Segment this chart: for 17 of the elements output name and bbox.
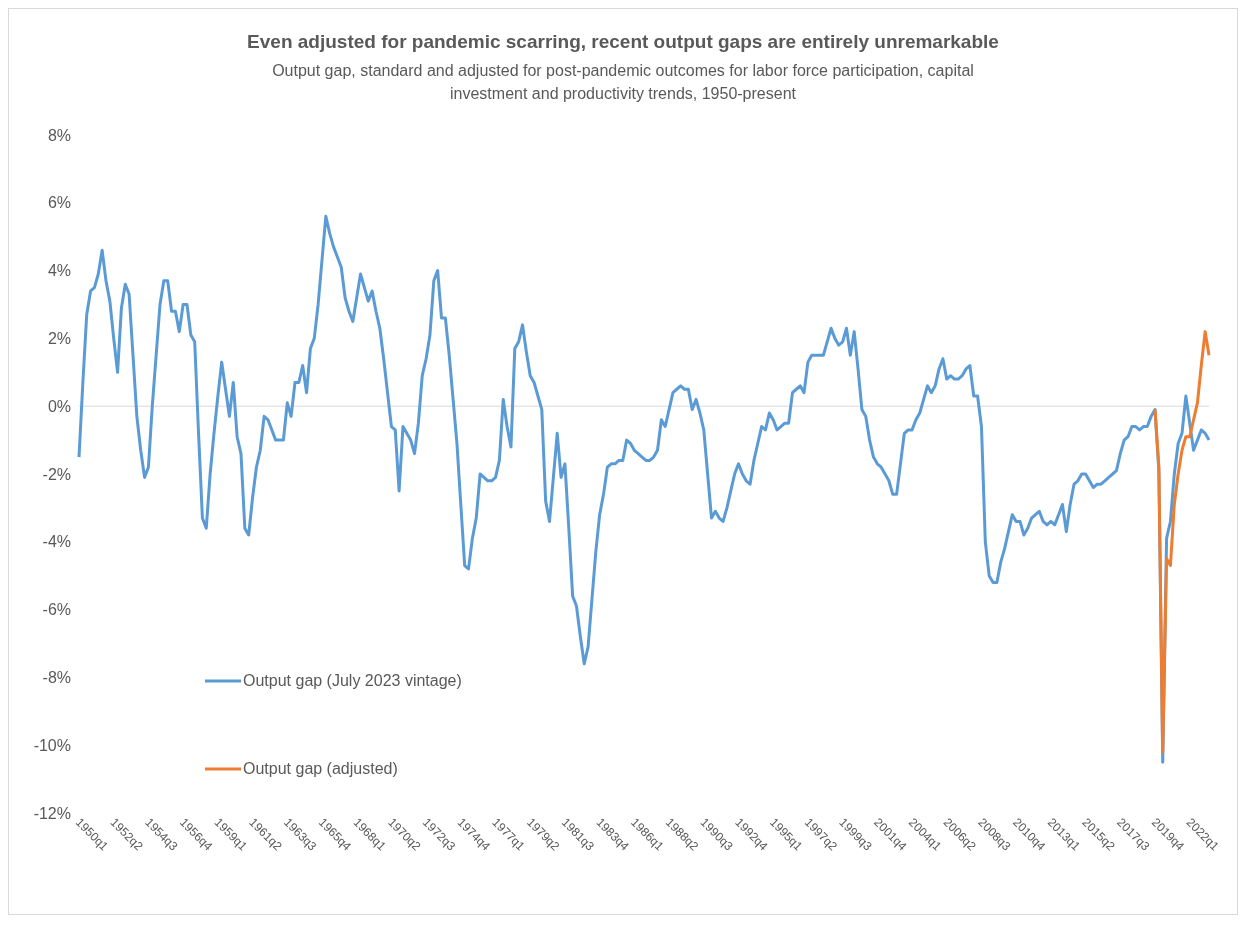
chart-subtitle: Output gap, standard and adjusted for post-pandemic outcomes for labor force participation, capital investment and productivity trends, 1950-present (271, 61, 975, 104)
line-series (1153, 330, 1211, 754)
y-tick-label: 0% (47, 397, 71, 415)
y-tick-label: -8% (42, 669, 71, 687)
y-tick-label: 4% (47, 262, 71, 280)
y-tick-label: 2% (47, 330, 71, 348)
line-series (77, 214, 1211, 764)
legend-label: Output gap (adjusted) (243, 760, 398, 778)
y-tick-label: -12% (33, 804, 71, 822)
y-tick-label: -6% (42, 601, 71, 619)
y-tick-label: -10% (33, 736, 71, 754)
legend-label: Output gap (July 2023 vintage) (243, 672, 462, 690)
y-tick-label: 6% (47, 194, 71, 212)
chart-title: Even adjusted for pandemic scarring, recent output gaps are entirely unremarkable (246, 30, 1000, 53)
y-tick-label: -4% (42, 533, 71, 551)
y-tick-label: 8% (47, 126, 71, 144)
y-tick-label: -2% (42, 465, 71, 483)
